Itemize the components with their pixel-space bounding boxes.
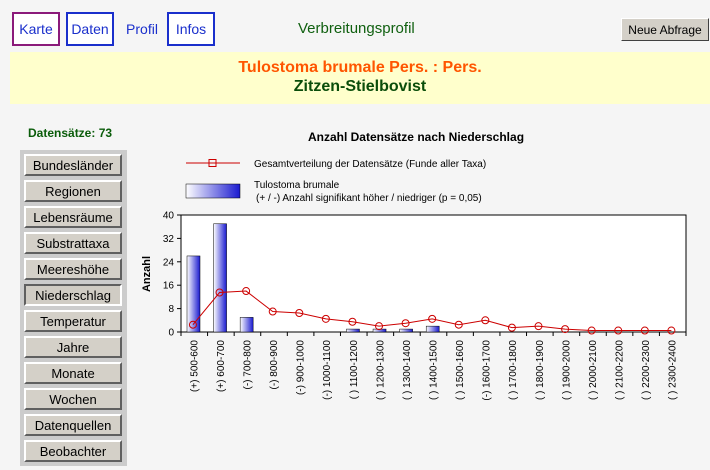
bar <box>239 317 254 333</box>
x-tick-label: ( ) 1400-1500 <box>429 340 440 400</box>
bar <box>186 255 201 333</box>
legend-line-marker-symbol <box>208 159 217 167</box>
chart-title: Anzahl Datensätze nach Niederschlag <box>308 130 524 144</box>
new-query-button[interactable]: Neue Abfrage <box>621 18 709 41</box>
x-tick-label: (-) 700-800 <box>242 340 253 390</box>
records-count: Datensätze: 73 <box>28 126 113 140</box>
sidebar-item-jahre[interactable]: Jahre <box>24 336 122 358</box>
y-tick-label: 24 <box>163 257 175 268</box>
sidebar-item-temperatur[interactable]: Temperatur <box>24 310 122 332</box>
line-point <box>401 319 410 328</box>
x-tick-label: ( ) 2100-2200 <box>615 340 626 400</box>
line-point <box>507 323 516 332</box>
x-tick-label: (+) 600-700 <box>216 340 227 392</box>
sidebar-item-meereshoehe[interactable]: Meereshöhe <box>24 258 122 280</box>
legend-bar-label: Tulostoma brumale <box>254 180 340 191</box>
x-tick-label: (-) 1600-1700 <box>482 340 493 401</box>
species-common-name: Zitzen-Stielbovist <box>293 78 427 95</box>
x-tick-label: (-) 900-1000 <box>296 340 307 395</box>
x-tick-label: ( ) 1100-1200 <box>349 340 360 400</box>
legend-bar-swatch <box>185 183 241 199</box>
x-tick-label: ( ) 2000-2100 <box>588 340 599 400</box>
x-tick-label: ( ) 1200-1300 <box>375 340 386 400</box>
sidebar-item-niederschlag[interactable]: Niederschlag <box>24 284 122 306</box>
x-tick-label: ( ) 2300-2400 <box>668 340 679 400</box>
line-point <box>667 326 676 335</box>
bar <box>399 328 413 333</box>
bar <box>213 223 227 333</box>
line-point <box>321 314 330 323</box>
line-point <box>640 326 649 335</box>
legend-note: (+ / -) Anzahl signifikant höher / niedr… <box>256 193 482 204</box>
line-point <box>454 320 463 329</box>
sidebar-item-wochen[interactable]: Wochen <box>24 388 122 410</box>
x-tick-label: ( ) 1700-1800 <box>508 340 519 400</box>
line-point <box>614 326 623 335</box>
x-tick-label: (+) 500-600 <box>189 340 200 392</box>
x-tick-label: (-) 1000-1100 <box>322 340 333 400</box>
line-point <box>587 326 596 335</box>
sidebar-item-substrattaxa[interactable]: Substrattaxa <box>24 232 122 254</box>
y-tick-label: 0 <box>168 328 174 339</box>
line-point <box>215 288 224 297</box>
sidebar-item-monate[interactable]: Monate <box>24 362 122 384</box>
sidebar-item-regionen[interactable]: Regionen <box>24 180 122 202</box>
line-series <box>192 290 672 332</box>
line-point <box>242 287 251 296</box>
x-tick-label: (-) 800-900 <box>269 340 280 390</box>
page-title: Verbreitungsprofil <box>298 20 415 37</box>
x-tick-label: ( ) 1500-1600 <box>455 340 466 400</box>
line-point <box>481 316 490 325</box>
y-tick-label: 16 <box>163 281 175 292</box>
line-point <box>348 317 357 326</box>
line-point <box>268 307 277 316</box>
y-axis-label: Anzahl <box>141 256 153 292</box>
sidebar-item-datenquellen[interactable]: Datenquellen <box>24 414 122 436</box>
species-scientific-name: Tulostoma brumale Pers. : Pers. <box>238 59 482 76</box>
tab-daten[interactable]: Daten <box>66 12 114 46</box>
line-point <box>561 325 570 334</box>
line-point <box>428 314 437 323</box>
y-tick-label: 40 <box>163 211 175 222</box>
line-point <box>375 322 384 331</box>
y-tick-label: 32 <box>163 234 175 245</box>
line-point <box>295 308 304 317</box>
bar <box>372 328 387 333</box>
sidebar-item-beobachter[interactable]: Beobachter <box>24 440 122 462</box>
x-tick-label: ( ) 2200-2300 <box>641 340 652 400</box>
x-tick-label: ( ) 1300-1400 <box>402 340 413 400</box>
tab-profil[interactable]: Profil <box>126 21 158 37</box>
species-banner: Tulostoma brumale Pers. : Pers. Zitzen-S… <box>10 52 710 104</box>
bar <box>346 328 360 333</box>
legend-line-label: Gesamtverteilung der Datensätze (Funde a… <box>254 159 486 170</box>
plot-area <box>180 214 687 333</box>
y-tick-label: 8 <box>168 304 174 315</box>
line-point <box>188 320 197 329</box>
x-tick-label: ( ) 1800-1900 <box>535 340 546 400</box>
tab-infos[interactable]: Infos <box>167 12 215 46</box>
sidebar: Bundesländer Regionen Lebensräume Substr… <box>20 150 127 466</box>
sidebar-item-lebensraeume[interactable]: Lebensräume <box>24 206 122 228</box>
x-tick-label: ( ) 1900-2000 <box>561 340 572 400</box>
line-point <box>534 322 543 331</box>
sidebar-item-bundeslaender[interactable]: Bundesländer <box>24 154 122 176</box>
tab-karte[interactable]: Karte <box>12 12 60 46</box>
bar <box>425 325 440 333</box>
